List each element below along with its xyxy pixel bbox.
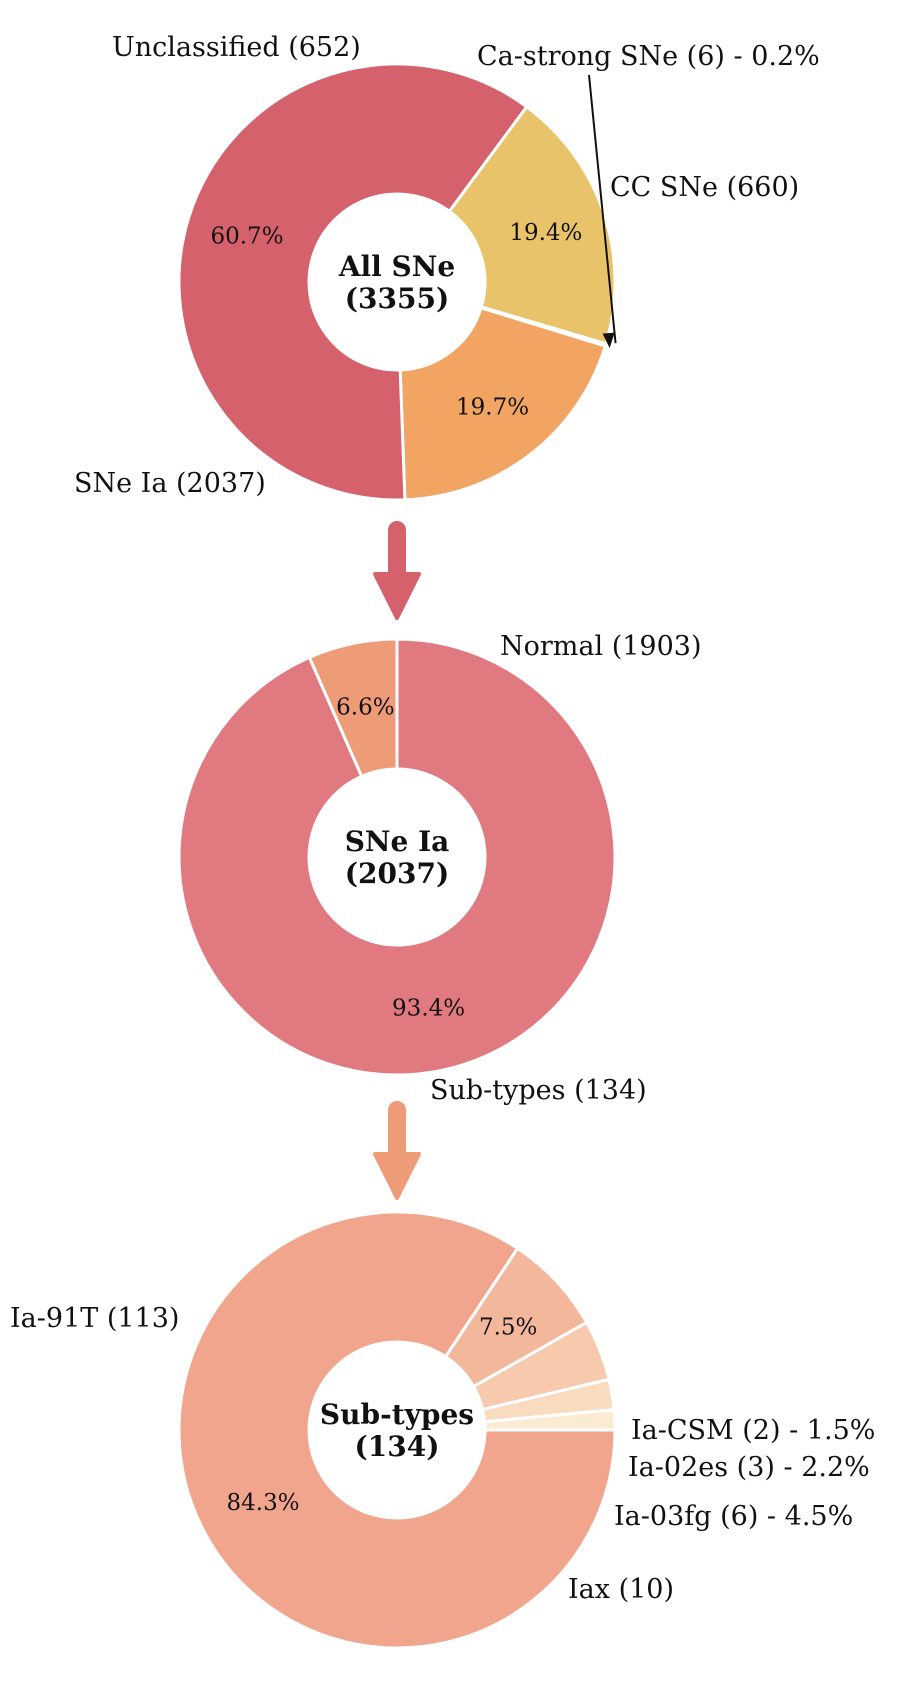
donut-sub-types: 84.3% Ia-91T (113) 7.5% Iax (10) Ia-03fg (6)… <box>10 1210 875 1650</box>
slice-label: Ia-02es (3) - 2.2% <box>628 1452 870 1483</box>
slice-label: Ia-03fg (6) - 4.5% <box>614 1501 853 1532</box>
annotation-arrow-line <box>588 74 617 344</box>
slice-label: Normal (1903) <box>500 631 702 662</box>
percent-label: 6.6% <box>336 694 394 720</box>
donut-all-sne: 19.4% Unclassified (652) Ca-strong SNe (6)… <box>74 32 820 502</box>
percent-label: 60.7% <box>210 224 283 250</box>
percent-label: 19.4% <box>509 220 582 246</box>
slice-label: CC SNe (660) <box>610 172 799 203</box>
flow-arrows <box>373 521 421 1200</box>
donut-slice <box>177 62 529 502</box>
percent-label: 93.4% <box>392 996 465 1022</box>
donut-slice <box>307 637 399 779</box>
donut-sne-ia: 93.4% Normal (1903) 6.6% Sub-types (134) SNe… <box>177 631 702 1106</box>
flow-arrow-head <box>373 1152 421 1200</box>
donut-slice <box>482 1407 617 1432</box>
percent-label: 19.7% <box>456 395 529 421</box>
percent-label: 7.5% <box>479 1314 537 1340</box>
center-title: SNe Ia <box>345 825 450 858</box>
slice-label: Ia-CSM (2) - 1.5% <box>631 1415 875 1446</box>
slice-label: Sub-types (134) <box>430 1075 647 1106</box>
percent-label: 84.3% <box>227 1490 300 1516</box>
donut-slice <box>398 306 608 502</box>
center-title: All SNe <box>338 250 455 283</box>
annotation-arrow-head <box>602 332 615 349</box>
flow-arrow-head <box>373 572 421 620</box>
center-count: (2037) <box>345 857 449 890</box>
slice-label: Ia-91T (113) <box>10 1303 179 1334</box>
slice-label: Iax (10) <box>568 1574 674 1605</box>
center-count: (3355) <box>345 282 449 315</box>
center-title: Sub-types <box>320 1398 474 1431</box>
slice-label: SNe Ia (2037) <box>74 468 266 499</box>
slice-label: Unclassified (652) <box>112 32 361 63</box>
center-count: (134) <box>355 1430 440 1463</box>
donut-slice <box>177 1210 617 1650</box>
slice-label: Ca-strong SNe (6) - 0.2% <box>477 41 820 72</box>
donut-slice <box>177 637 617 1077</box>
donut-slice <box>447 104 617 346</box>
